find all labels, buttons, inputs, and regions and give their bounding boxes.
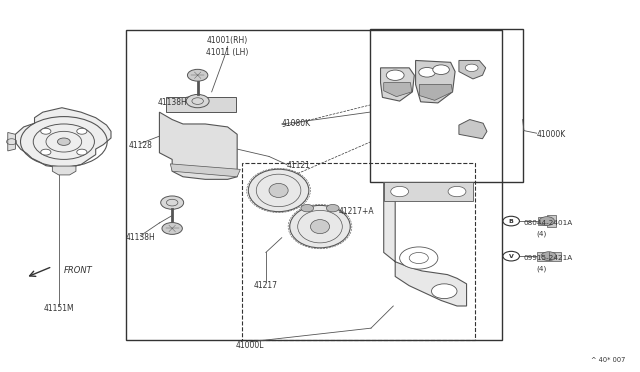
Polygon shape <box>159 112 237 179</box>
Text: (4): (4) <box>537 230 547 237</box>
Text: 09915-2421A: 09915-2421A <box>524 255 573 261</box>
Text: (4): (4) <box>537 265 547 272</box>
Circle shape <box>387 70 404 80</box>
Circle shape <box>58 138 70 145</box>
Text: B: B <box>509 219 514 224</box>
Polygon shape <box>459 119 487 139</box>
Polygon shape <box>459 61 486 79</box>
Polygon shape <box>538 215 556 227</box>
Circle shape <box>433 65 449 74</box>
Polygon shape <box>419 84 452 100</box>
Text: 41217+A: 41217+A <box>339 207 375 217</box>
Polygon shape <box>8 132 15 151</box>
Text: 41000K: 41000K <box>537 130 566 139</box>
Text: 41138H: 41138H <box>125 233 155 242</box>
Polygon shape <box>52 166 76 175</box>
Ellipse shape <box>310 219 330 234</box>
Circle shape <box>326 205 339 212</box>
Polygon shape <box>381 68 414 101</box>
Circle shape <box>77 128 87 134</box>
Text: 41080K: 41080K <box>282 119 311 128</box>
Bar <box>370 29 523 182</box>
Bar <box>243 163 475 340</box>
Circle shape <box>541 252 556 260</box>
Polygon shape <box>166 97 236 112</box>
Text: 41128: 41128 <box>129 141 152 150</box>
Polygon shape <box>170 164 241 177</box>
Polygon shape <box>415 61 455 103</box>
Circle shape <box>186 94 209 108</box>
Polygon shape <box>15 108 111 168</box>
Circle shape <box>419 67 435 77</box>
Circle shape <box>77 149 87 155</box>
Polygon shape <box>384 83 412 97</box>
Circle shape <box>448 186 466 197</box>
Circle shape <box>431 284 457 299</box>
Polygon shape <box>384 182 473 201</box>
Circle shape <box>41 149 51 155</box>
Circle shape <box>540 217 554 225</box>
Ellipse shape <box>248 169 309 212</box>
Text: FRONT: FRONT <box>64 266 93 275</box>
Bar <box>125 30 502 340</box>
Text: 41011 (LH): 41011 (LH) <box>207 48 249 57</box>
Text: 08044-2401A: 08044-2401A <box>524 220 573 226</box>
Circle shape <box>301 205 314 212</box>
Text: V: V <box>509 254 514 259</box>
Circle shape <box>399 247 438 269</box>
Circle shape <box>188 69 208 81</box>
Circle shape <box>161 196 184 209</box>
Text: 41121: 41121 <box>287 161 311 170</box>
Polygon shape <box>537 252 561 260</box>
Circle shape <box>41 128 51 134</box>
Ellipse shape <box>290 205 350 248</box>
Circle shape <box>162 222 182 234</box>
Text: 41151M: 41151M <box>44 304 74 313</box>
Circle shape <box>391 186 408 197</box>
Text: 41001(RH): 41001(RH) <box>207 36 248 45</box>
Circle shape <box>465 64 478 71</box>
Ellipse shape <box>269 183 288 198</box>
Polygon shape <box>384 182 467 306</box>
Text: 41217: 41217 <box>254 281 278 290</box>
Text: ^ 40* 007: ^ 40* 007 <box>591 356 626 363</box>
Text: 41000L: 41000L <box>236 341 264 350</box>
Text: 41138H: 41138H <box>157 99 187 108</box>
